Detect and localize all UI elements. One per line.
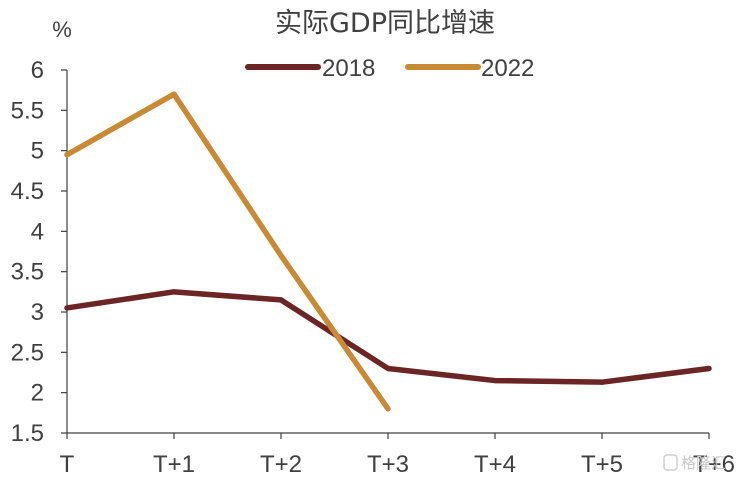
data-point-2018 (278, 297, 284, 303)
watermark-text: 格隆汇 (681, 454, 726, 472)
x-tick-label: T+5 (581, 451, 623, 478)
data-point-2018 (385, 365, 391, 372)
x-tick-label: T+3 (367, 451, 409, 478)
data-point-2022 (385, 406, 391, 412)
y-tick-label: 5.5 (11, 97, 44, 124)
y-axis-unit: % (52, 17, 72, 42)
chart-title: 实际GDP同比增速 (275, 8, 495, 39)
y-tick-label: 3 (31, 299, 44, 326)
legend-label-2018: 2018 (322, 55, 375, 82)
x-tick-label: T+2 (260, 451, 302, 478)
y-tick-label: 2.5 (11, 339, 44, 366)
series-layer (64, 91, 712, 412)
data-point-2018 (171, 289, 177, 295)
data-point-2022 (64, 152, 70, 158)
data-point-2022 (278, 252, 284, 259)
x-tick-label: T+1 (153, 451, 195, 478)
y-tick-label: 2 (31, 380, 44, 407)
y-tick-label: 5 (31, 138, 44, 165)
data-point-2018 (64, 305, 70, 311)
x-tick-label: T+6 (693, 451, 735, 478)
y-tick-label: 4.5 (11, 178, 44, 205)
data-point-2022 (171, 91, 177, 97)
series-line-2022 (64, 91, 391, 412)
data-point-2018 (706, 365, 712, 372)
data-point-2018 (492, 377, 498, 384)
y-tick-label: 6 (31, 57, 44, 84)
data-point-2018 (599, 379, 605, 385)
x-tick-label: T (60, 451, 75, 478)
legend-label-2022: 2022 (481, 55, 534, 82)
x-axis: T T+1 T+2 T+3 T+4 T+5 T+6 (60, 432, 735, 478)
legend: 2018 2022 (245, 55, 534, 82)
watermark-logo-icon (663, 454, 678, 471)
y-axis: 1.5 2 2.5 3 3.5 4 4.5 5 5.5 6 (11, 57, 68, 447)
y-tick-label: 4 (31, 218, 44, 245)
y-tick-label: 3.5 (11, 259, 44, 286)
watermark: 格隆汇 (663, 454, 726, 472)
x-tick-label: T+4 (474, 451, 516, 478)
y-tick-label: 1.5 (11, 420, 44, 447)
